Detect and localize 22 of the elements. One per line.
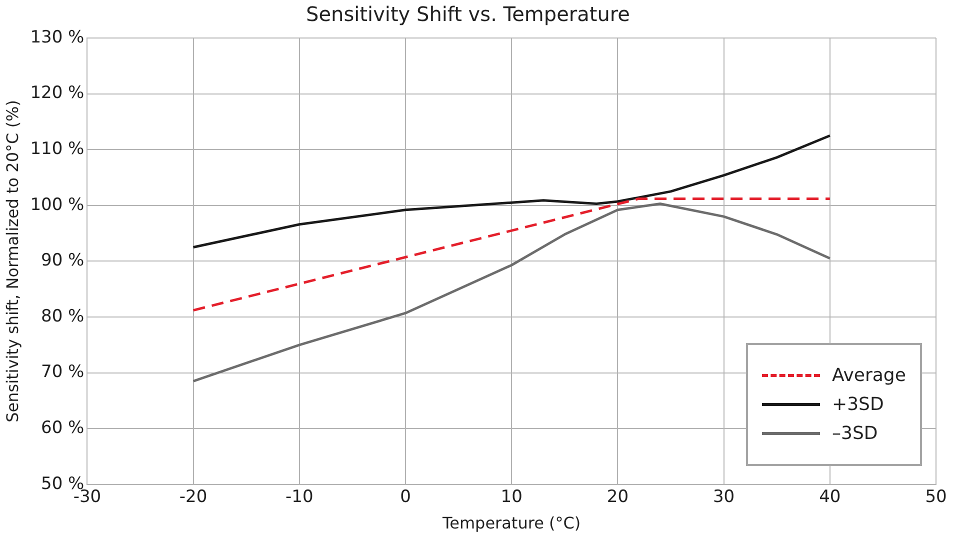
x-axis-title: Temperature (°C) xyxy=(442,514,581,533)
y-tick-label: 60 % xyxy=(41,418,84,438)
x-tick-label: 30 xyxy=(712,487,735,508)
x-tick-label: 40 xyxy=(819,487,841,508)
x-tick-label: -20 xyxy=(179,487,208,508)
x-tick-label: 10 xyxy=(500,487,522,508)
y-tick-label: 100 % xyxy=(30,194,84,215)
x-tick-label: 0 xyxy=(400,487,411,508)
chart-title: Sensitivity Shift vs. Temperature xyxy=(306,2,630,26)
legend-label: –3SD xyxy=(832,423,878,444)
x-tick-label: -10 xyxy=(286,487,314,508)
y-tick-label: 120 % xyxy=(30,83,84,104)
y-axis-title: Sensitivity shift, Normalized to 20°C (%) xyxy=(2,100,22,422)
y-tick-label: 110 % xyxy=(30,139,84,160)
y-tick-label: 130 % xyxy=(30,27,84,48)
x-tick-label: 20 xyxy=(606,487,629,508)
y-tick-label: 70 % xyxy=(41,362,84,382)
x-tick-label: 50 xyxy=(925,487,947,508)
y-tick-label: 90 % xyxy=(41,250,84,271)
legend-label: +3SD xyxy=(832,394,884,416)
legend-label: Average xyxy=(832,365,906,386)
y-tick-label: 80 % xyxy=(41,306,84,326)
